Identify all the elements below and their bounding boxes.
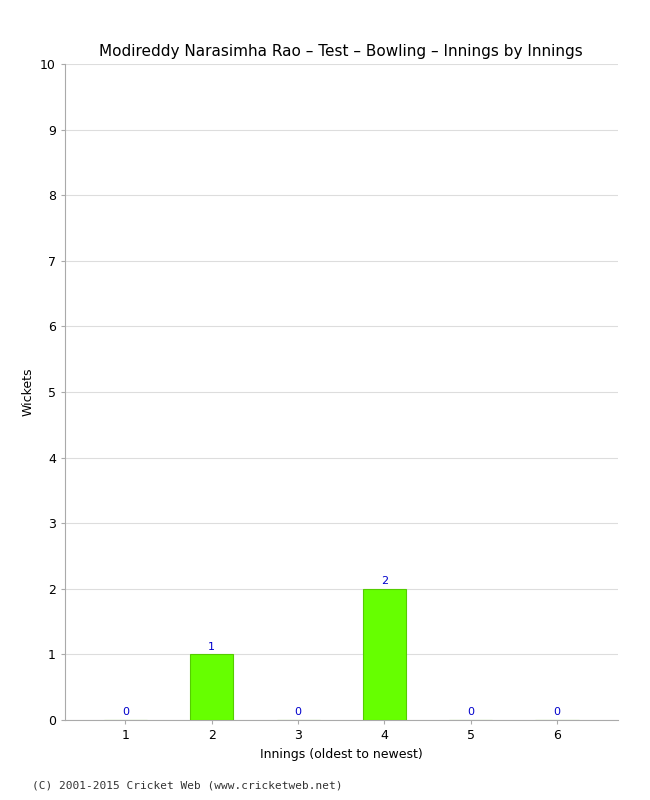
Bar xyxy=(363,589,406,720)
Text: 1: 1 xyxy=(208,642,215,652)
Text: (C) 2001-2015 Cricket Web (www.cricketweb.net): (C) 2001-2015 Cricket Web (www.cricketwe… xyxy=(32,781,343,790)
Y-axis label: Wickets: Wickets xyxy=(21,368,34,416)
Text: 2: 2 xyxy=(381,576,388,586)
Bar xyxy=(190,654,233,720)
Text: 0: 0 xyxy=(554,707,560,718)
X-axis label: Innings (oldest to newest): Innings (oldest to newest) xyxy=(260,747,422,761)
Text: 0: 0 xyxy=(467,707,474,718)
Title: Modireddy Narasimha Rao – Test – Bowling – Innings by Innings: Modireddy Narasimha Rao – Test – Bowling… xyxy=(99,44,583,58)
Text: 0: 0 xyxy=(122,707,129,718)
Text: 0: 0 xyxy=(294,707,302,718)
